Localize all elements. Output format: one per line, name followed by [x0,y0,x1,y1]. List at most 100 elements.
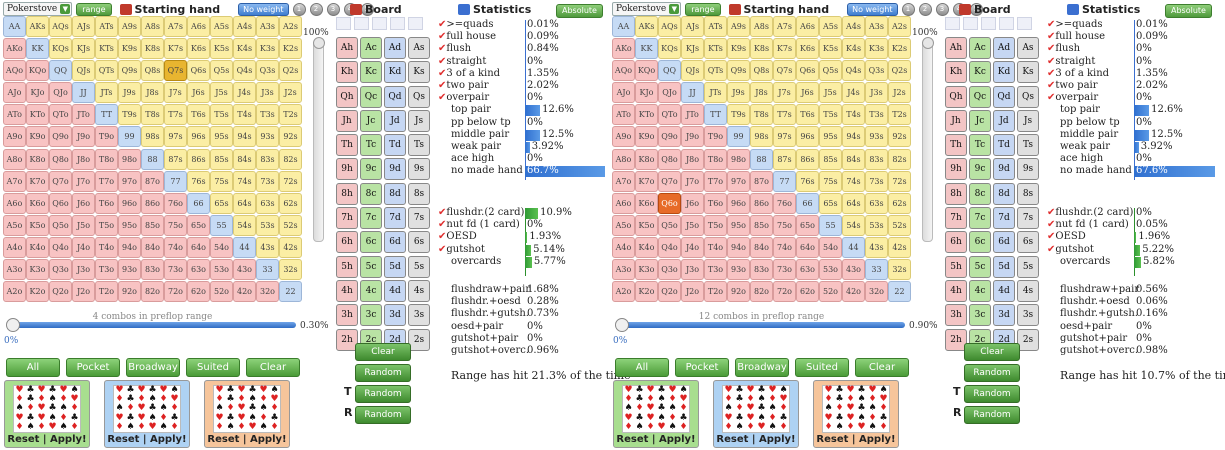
stat-row-pp-below-tp[interactable]: pp below tp [438,117,511,129]
check-icon[interactable]: ✔ [1047,80,1056,91]
hand-cell-93o[interactable]: 93o [118,259,141,281]
hand-cell-74o[interactable]: 74o [164,236,187,258]
hand-cell-98o[interactable]: 98o [118,148,141,170]
card-9c[interactable]: 9c [969,158,991,181]
hand-cell-73o[interactable]: 73o [773,259,796,281]
hand-cell-J6o[interactable]: J6o [681,192,704,214]
hand-cell-73s[interactable]: 73s [256,170,279,192]
hand-cell-J7s[interactable]: J7s [164,82,187,104]
card-9h[interactable]: 9h [945,158,967,181]
card-Js[interactable]: Js [1017,109,1039,132]
stat-row-overpair[interactable]: ✔overpair [1047,92,1098,104]
hand-cell-84s[interactable]: 84s [842,148,865,170]
hand-cell-76o[interactable]: 76o [773,192,796,214]
stat-row-top-pair[interactable]: top pair [438,104,491,116]
card-5c[interactable]: 5c [969,255,991,278]
stat-row-two-pair[interactable]: ✔two pair [1047,80,1098,92]
card-5h[interactable]: 5h [945,255,967,278]
hand-cell-85o[interactable]: 85o [750,214,773,236]
card-2s[interactable]: 2s [408,328,430,351]
hand-cell-TT[interactable]: TT [95,104,118,126]
hand-cell-94s[interactable]: 94s [842,126,865,148]
hand-cell-75o[interactable]: 75o [164,214,187,236]
hand-cell-84s[interactable]: 84s [233,148,256,170]
hand-cell-Q8o[interactable]: Q8o [49,148,72,170]
card-3h[interactable]: 3h [336,304,358,327]
stat-row-weak-pair[interactable]: weak pair [438,141,501,153]
hand-cell-T6s[interactable]: T6s [796,104,819,126]
slider-knob[interactable] [313,37,325,49]
range-button[interactable]: range [685,2,721,16]
hand-cell-98s[interactable]: 98s [750,126,773,148]
hand-cell-AKo[interactable]: AKo [3,38,26,60]
hand-cell-92s[interactable]: 92s [888,126,911,148]
hand-cell-Q5o[interactable]: Q5o [49,214,72,236]
hand-cell-T7o[interactable]: T7o [704,170,727,192]
check-icon[interactable]: ✔ [438,92,447,104]
hand-cell-88[interactable]: 88 [750,148,773,170]
weight-2-button[interactable]: 2 [918,2,932,16]
hand-cell-76o[interactable]: 76o [164,192,187,214]
hand-cell-85o[interactable]: 85o [141,214,164,236]
hand-preset-deck[interactable]: ♥ ♣ ♥ ♣ ♥ ♠ ♦ ♣ ♦ ♠ ♦ ♥ ♠ ♦ ♥ ♣ ♠ ♦ ♥ ♣ ♥ ♠ ♦ ♣ ♦ ♠ ♦ ♥ ♠ ♦ Reset | Ap… [613,380,699,448]
hand-cell-J2s[interactable]: J2s [888,82,911,104]
hand-cell-53s[interactable]: 53s [865,214,888,236]
hand-cell-A2o[interactable]: A2o [612,281,635,303]
hand-cell-33[interactable]: 33 [256,259,279,281]
filter-broadway-button[interactable]: Broadway [735,358,789,377]
hand-cell-95o[interactable]: 95o [727,214,750,236]
card-4c[interactable]: 4c [360,279,382,302]
hand-cell-T6o[interactable]: T6o [704,192,727,214]
stat-row-full-house[interactable]: ✔full house [1047,31,1105,43]
card-Ts[interactable]: Ts [408,134,430,157]
hand-cell-32o[interactable]: 32o [256,281,279,303]
hand-cell-Q9s[interactable]: Q9s [727,60,750,82]
deck-reset-apply[interactable]: Reset | Apply! [207,434,287,445]
card-5d[interactable]: 5d [384,255,406,278]
hand-cell-AQo[interactable]: AQo [612,60,635,82]
check-icon[interactable]: ✔ [1047,43,1056,55]
stat-row-straight[interactable]: ✔straight [438,56,486,68]
hand-cell-K7o[interactable]: K7o [635,170,658,192]
stat-row-middle-pair[interactable]: middle pair [1047,129,1118,141]
hand-cell-T4s[interactable]: T4s [842,104,865,126]
card-6d[interactable]: 6d [384,231,406,254]
hand-cell-53o[interactable]: 53o [819,259,842,281]
hand-cell-J8o[interactable]: J8o [681,148,704,170]
hand-cell-75o[interactable]: 75o [773,214,796,236]
hand-cell-66[interactable]: 66 [796,192,819,214]
hand-cell-Q4s[interactable]: Q4s [842,60,865,82]
hand-cell-JTs[interactable]: JTs [704,82,727,104]
hand-cell-KK[interactable]: KK [635,38,658,60]
check-icon[interactable]: ✔ [438,19,447,30]
hand-cell-72o[interactable]: 72o [773,281,796,303]
stat-row-ace-high[interactable]: ace high [438,153,494,165]
card-Js[interactable]: Js [408,109,430,132]
hand-cell-J5s[interactable]: J5s [210,82,233,104]
hand-cell-T9s[interactable]: T9s [118,104,141,126]
card-Ks[interactable]: Ks [408,61,430,84]
hand-cell-A8s[interactable]: A8s [141,16,164,37]
check-icon[interactable]: ✔ [1047,231,1056,243]
hand-cell-86o[interactable]: 86o [141,192,164,214]
hand-cell-73s[interactable]: 73s [865,170,888,192]
check-icon[interactable]: ✔ [438,219,447,231]
hand-cell-Q2s[interactable]: Q2s [888,60,911,82]
hand-cell-T5s[interactable]: T5s [210,104,233,126]
hand-cell-K6o[interactable]: K6o [635,192,658,214]
hand-cell-82o[interactable]: 82o [141,281,164,303]
card-Jh[interactable]: Jh [336,109,358,132]
deck-reset-apply[interactable]: Reset | Apply! [7,434,87,445]
card-Ts[interactable]: Ts [1017,134,1039,157]
hand-cell-T3o[interactable]: T3o [95,259,118,281]
random-button[interactable]: Random [355,364,411,382]
hand-cell-QJs[interactable]: QJs [681,60,704,82]
deck-reset-apply[interactable]: Reset | Apply! [716,434,796,445]
hand-cell-A2o[interactable]: A2o [3,281,26,303]
hand-cell-T8s[interactable]: T8s [750,104,773,126]
card-3c[interactable]: 3c [360,304,382,327]
card-7d[interactable]: 7d [993,207,1015,230]
card-7h[interactable]: 7h [945,207,967,230]
filter-clear-button[interactable]: Clear [855,358,909,377]
stat-row-weak-pair[interactable]: weak pair [1047,141,1110,153]
